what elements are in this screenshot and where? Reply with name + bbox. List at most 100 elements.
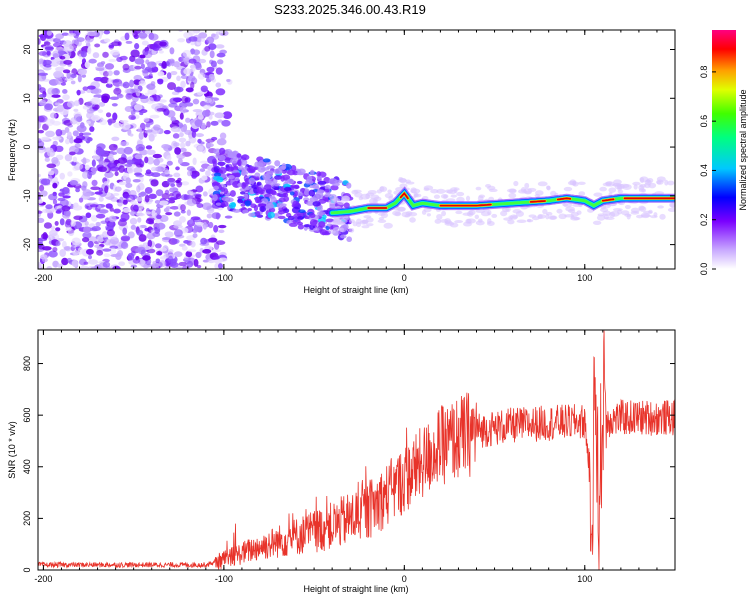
- spectrogram-cell: [129, 217, 138, 225]
- spectrogram-cell: [404, 214, 411, 218]
- spectrogram-cell: [129, 194, 138, 200]
- spectrogram-cell: [633, 184, 638, 190]
- spectrogram-cell: [215, 67, 223, 75]
- spectrogram-cell: [61, 240, 67, 249]
- spectrogram-cell: [87, 31, 97, 37]
- spectrogram-cell: [240, 191, 246, 195]
- spectrogram-cell: [346, 236, 352, 243]
- spectrogram-cell: [141, 40, 149, 46]
- spectrogram-cell: [548, 215, 558, 220]
- spectrogram-cell: [331, 219, 342, 226]
- spectrogram-cell: [139, 111, 144, 116]
- spectrogram-cell: [270, 189, 277, 195]
- spectrogram-cell: [158, 99, 167, 103]
- spectrogram-cell: [106, 229, 115, 237]
- colorbar-tick-label: 0.0: [699, 263, 709, 276]
- spectrogram-cell: [190, 81, 195, 90]
- spectrogram-cell: [173, 61, 181, 68]
- spectrogram-cell: [45, 130, 55, 138]
- spectrogram-cell: [72, 130, 79, 137]
- spectrogram-cell: [101, 93, 111, 101]
- spectrogram-cell: [333, 227, 342, 231]
- spectrogram-cell: [59, 199, 69, 207]
- spectrogram-cell: [308, 212, 316, 219]
- spectrogram-cell: [184, 129, 193, 136]
- spectrogram-cell: [166, 155, 172, 161]
- snr-frame: [37, 329, 676, 571]
- spectrogram-cell: [82, 157, 87, 165]
- signal-track-core: [529, 200, 546, 203]
- spectrogram-cell: [172, 133, 180, 139]
- spectrogram-cell: [221, 119, 231, 127]
- spectrogram-cell: [153, 124, 161, 131]
- spectrogram-cell: [556, 208, 563, 214]
- spectrogram-cell: [220, 201, 229, 208]
- spectrogram-cell: [441, 210, 447, 217]
- spectrogram-cell: [308, 184, 316, 189]
- spectrogram-cell: [378, 217, 385, 221]
- spectrogram-cell: [239, 158, 248, 166]
- spectrogram-cell: [119, 119, 129, 123]
- spectrogram-cell: [49, 229, 58, 237]
- spectrogram-cell: [653, 212, 658, 217]
- spectrogram-cell: [286, 178, 295, 185]
- colorbar-tick-label: 0.4: [699, 164, 709, 177]
- spectrogram-cell: [145, 145, 153, 150]
- spectrogram-cell: [186, 170, 193, 177]
- spectrogram-cell: [192, 98, 200, 105]
- spectrogram-cell: [119, 55, 128, 61]
- spectrogram-cell: [297, 168, 306, 175]
- spectrogram-cell: [55, 240, 61, 247]
- spectrogram-cell: [74, 143, 81, 149]
- spectrogram-cell: [194, 63, 202, 71]
- spectrogram-cell: [40, 178, 51, 186]
- spectrogram-cell: [55, 210, 62, 214]
- spectrogram-cell: [58, 192, 65, 197]
- spectrogram-cell: [276, 202, 284, 209]
- spectrogram-cell: [70, 80, 76, 85]
- spectrogram-cell: [85, 212, 92, 219]
- spectrogram-cell: [143, 264, 149, 269]
- spectrogram-cell: [52, 53, 59, 59]
- spectrogram-cell: [180, 143, 187, 148]
- spectrogram-xtick-label: -100: [215, 273, 233, 283]
- spectrogram-cell: [148, 133, 155, 142]
- spectrogram-cell: [304, 215, 310, 220]
- spectrogram-cell: [156, 222, 166, 230]
- spectrogram-cell: [132, 179, 141, 183]
- snr-ytick-label: 400: [22, 459, 32, 474]
- spectrogram-cell: [130, 264, 138, 268]
- spectrogram-cell: [170, 70, 178, 76]
- spectrogram-cell: [51, 87, 61, 95]
- spectrogram-cell: [93, 77, 104, 82]
- spectrogram-cell: [192, 49, 201, 56]
- spectrogram-cell: [143, 117, 150, 123]
- spectrogram-cell: [563, 186, 573, 192]
- spectrogram-cell: [217, 224, 227, 229]
- spectrogram-cell: [366, 192, 375, 197]
- snr-xtick-label: -200: [34, 574, 52, 584]
- spectrogram-cell: [67, 131, 72, 139]
- spectrogram-cell: [215, 88, 226, 96]
- spectrogram-cell: [237, 195, 245, 200]
- spectrogram-cell: [190, 64, 196, 73]
- spectrogram-cell: [77, 247, 84, 255]
- spectrogram-cell: [116, 93, 124, 99]
- spectrogram-cell: [98, 196, 104, 202]
- spectrogram-ytick-label: -10: [22, 189, 32, 202]
- spectrogram-cell: [145, 59, 150, 65]
- spectrogram-frame: [37, 29, 676, 270]
- spectrogram-cell: [177, 38, 185, 43]
- colorbar-tick-label: 0.6: [699, 115, 709, 128]
- spectrogram-cell: [246, 166, 256, 174]
- spectrogram-cell: [146, 129, 153, 133]
- spectrogram-cell: [80, 50, 87, 58]
- spectrogram-cell: [454, 220, 464, 224]
- spectrogram-cell: [76, 37, 85, 42]
- spectrogram-cell: [96, 143, 106, 150]
- spectrogram-cell: [280, 175, 285, 182]
- spectrogram-cell: [59, 172, 66, 180]
- spectrogram-cell: [127, 252, 135, 261]
- spectrogram-cell: [217, 263, 223, 269]
